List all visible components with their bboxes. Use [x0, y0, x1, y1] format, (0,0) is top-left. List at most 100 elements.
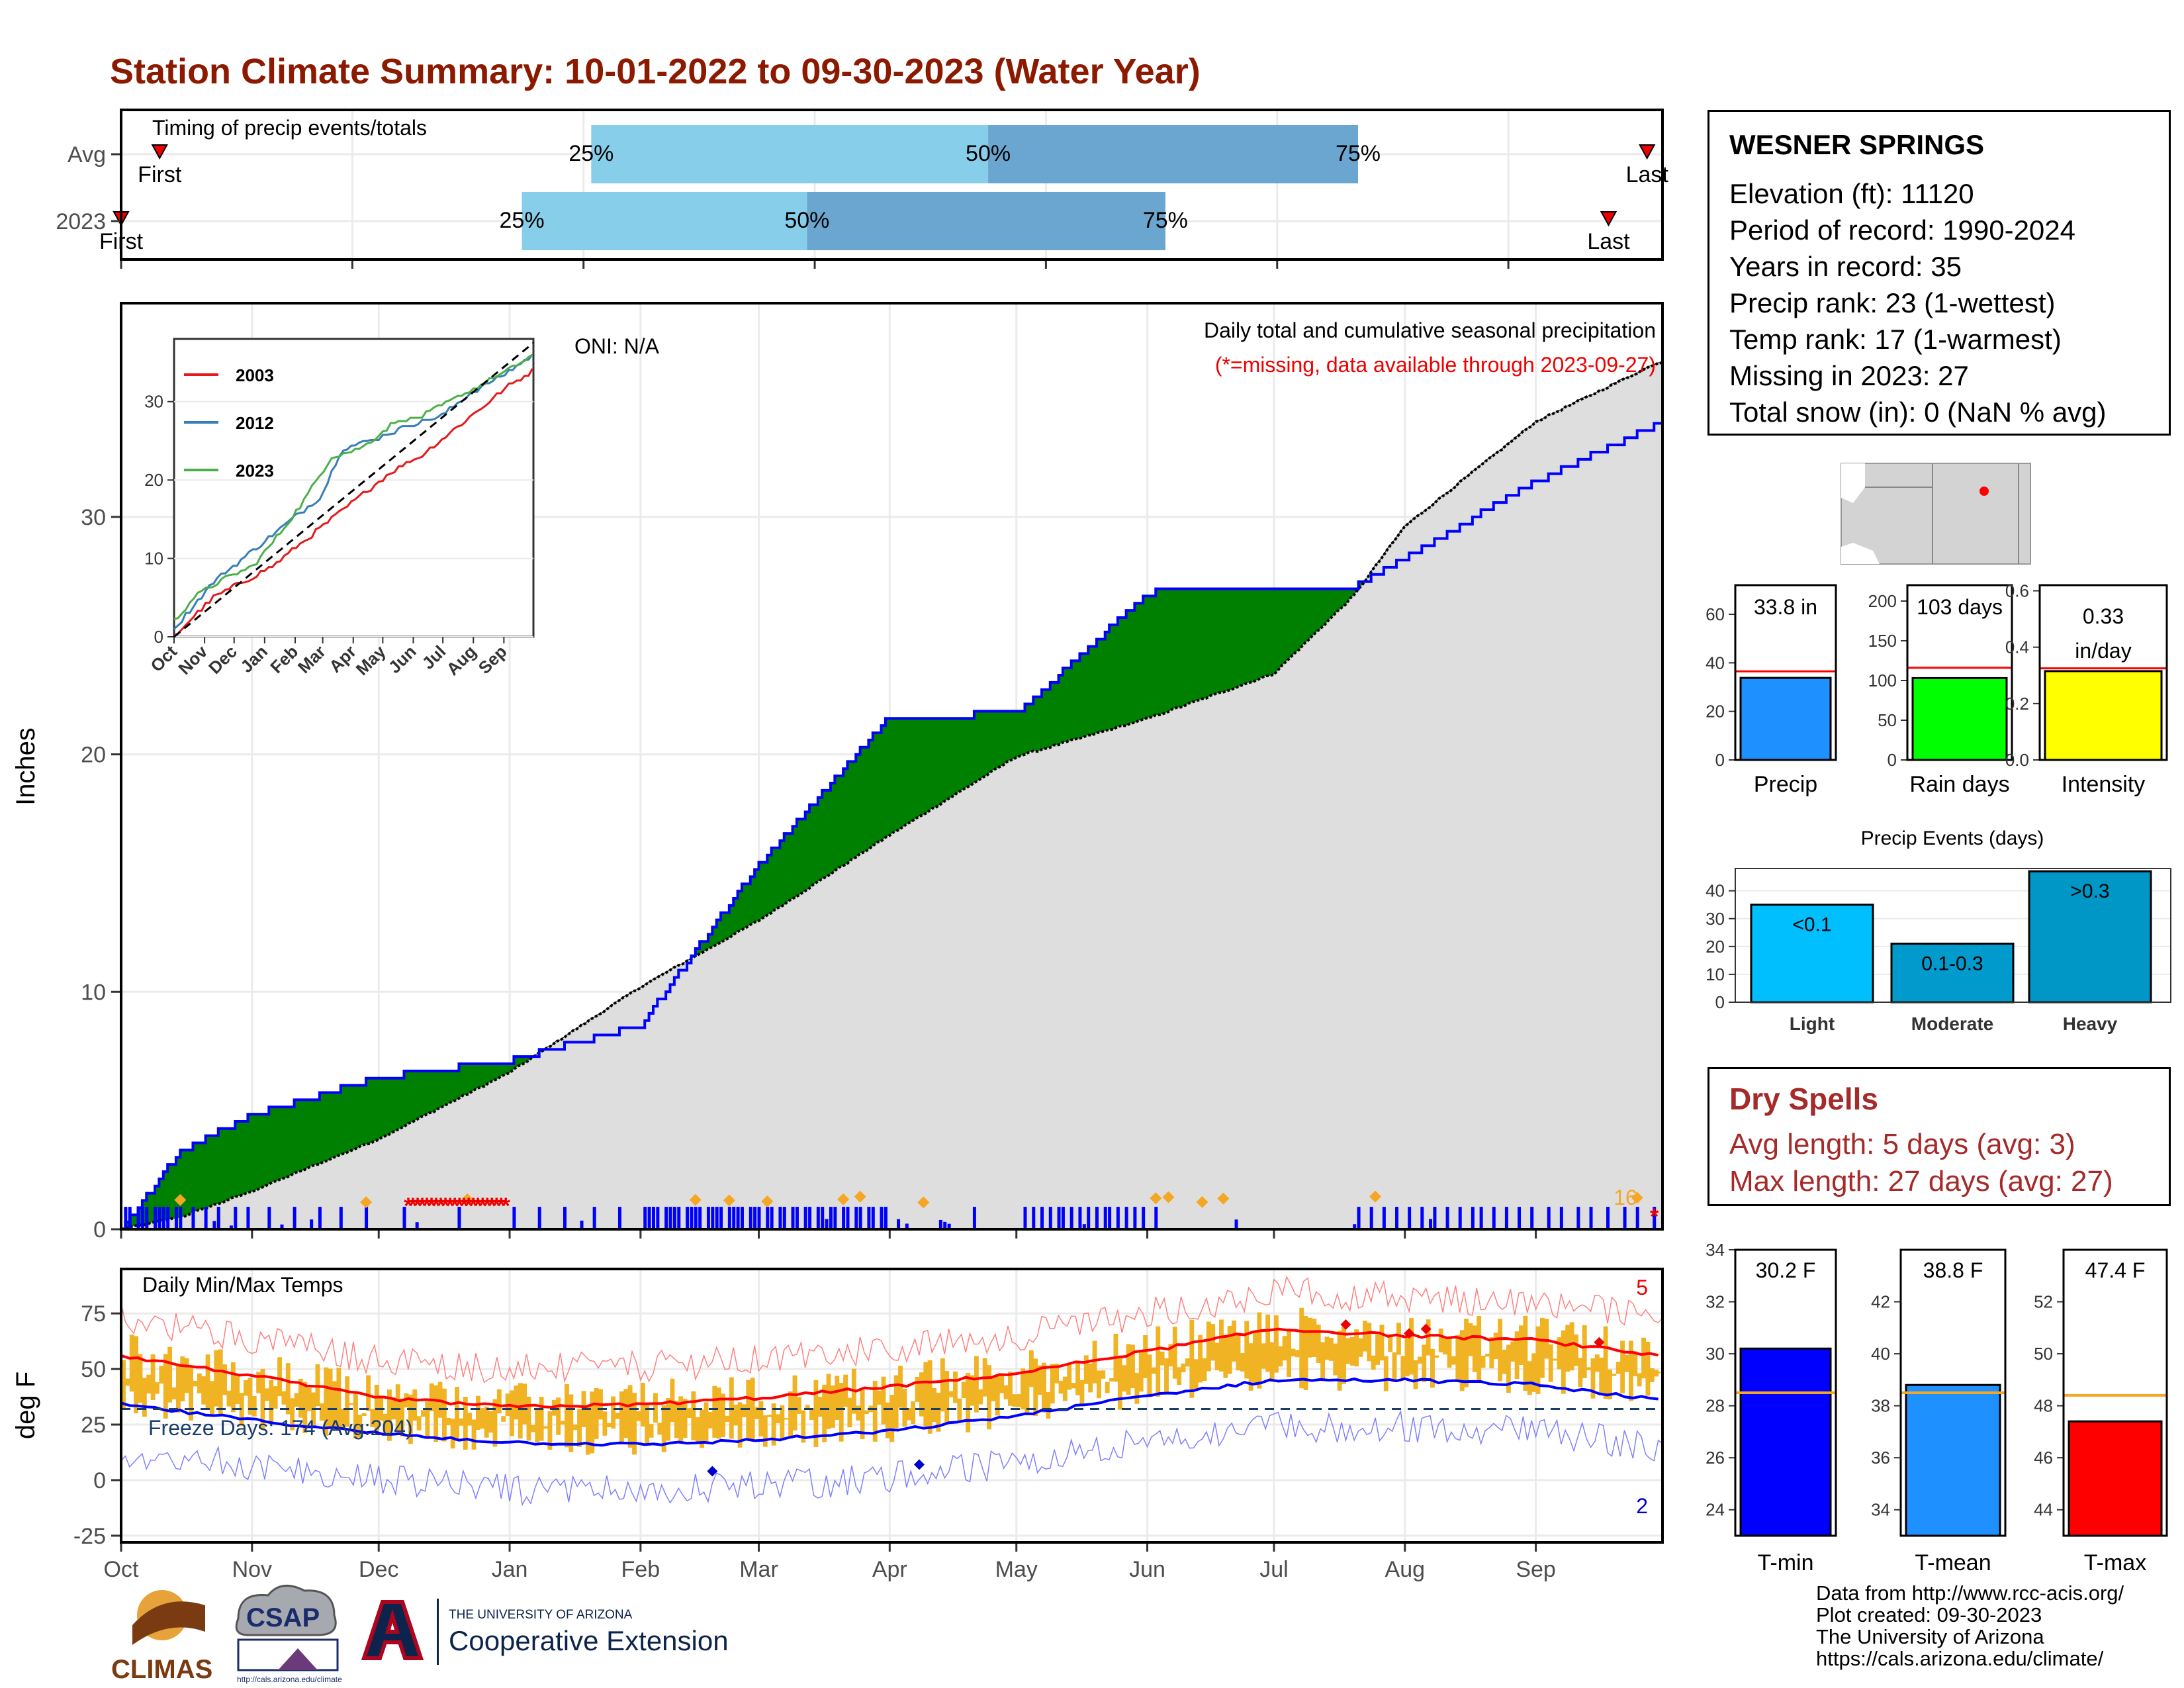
temp-daily-range-bar	[1417, 1356, 1422, 1364]
precip-daily-bar	[782, 1207, 786, 1229]
temp-daily-range-bar	[995, 1374, 1000, 1416]
csap-cloud-icon	[235, 1584, 337, 1636]
temp-daily-range-bar	[146, 1374, 152, 1394]
temp-daily-range-bar	[1409, 1318, 1414, 1375]
temp-daily-range-bar	[707, 1412, 713, 1429]
temp-daily-range-bar	[889, 1395, 895, 1442]
precip-daily-bar	[563, 1207, 567, 1229]
temp-daily-range-bar	[1079, 1380, 1085, 1404]
precip-event-category: Heavy	[2063, 1013, 2118, 1034]
temp-daily-range-bar	[530, 1425, 535, 1432]
temp-daily-range-bar	[1358, 1338, 1363, 1357]
precip-daily-bar	[1087, 1207, 1091, 1229]
temp-daily-range-bar	[1101, 1370, 1106, 1379]
timing-q25-label: 25%	[569, 141, 614, 166]
temp-daily-range-bar	[1096, 1370, 1101, 1399]
credits: Data from http://www.rcc-acis.org/ Plot …	[1816, 1582, 2124, 1669]
precip-daily-bar	[1518, 1207, 1522, 1229]
precip-daily-bar	[656, 1207, 660, 1229]
precip-daily-bar	[1623, 1207, 1627, 1229]
precip-daily-bar	[727, 1207, 731, 1229]
temp-daily-range-bar	[1177, 1367, 1182, 1385]
temp-daily-range-bar	[1362, 1321, 1367, 1352]
temp-daily-range-bar	[830, 1385, 835, 1428]
precip-daily-bar	[686, 1207, 690, 1229]
missing-marker: *	[413, 1194, 422, 1219]
temp-daily-range-bar	[936, 1393, 941, 1432]
temp-daily-range-bar	[805, 1405, 810, 1410]
events-y-tick-label: 20	[1706, 937, 1725, 957]
precip-daily-bar	[1530, 1207, 1534, 1229]
temp-daily-range-bar	[780, 1405, 785, 1440]
precip-daily-bar	[128, 1207, 132, 1229]
temp-daily-range-bar	[459, 1418, 464, 1426]
temp-daily-range-bar	[273, 1386, 278, 1409]
timing-q75-label: 75%	[1143, 208, 1188, 233]
precip-y-tick-label: 20	[81, 743, 106, 768]
precip-average-area	[121, 363, 1662, 1230]
temp-daily-range-bar	[919, 1372, 924, 1417]
temp-daily-range-bar	[1422, 1344, 1427, 1383]
credit-plot-date: Plot created: 09-30-2023	[1816, 1603, 2042, 1626]
temp-daily-range-bar	[264, 1388, 269, 1401]
temp-daily-range-bar	[277, 1357, 282, 1397]
temp-daily-range-bar	[1308, 1317, 1312, 1358]
timing-row-label: 2023	[56, 209, 106, 234]
precip-y-axis-title: Inches	[11, 727, 40, 806]
temp-daily-range-bar	[1565, 1325, 1570, 1372]
precip-daily-bar	[1547, 1207, 1551, 1229]
csap-logo-url: http://cals.arizona.edu/climate	[237, 1675, 342, 1684]
temp-daily-range-bar	[1586, 1367, 1592, 1370]
temp-daily-range-bar	[269, 1380, 274, 1425]
temp-daily-range-bar	[324, 1367, 329, 1436]
temp-record-high-marker	[1404, 1328, 1415, 1339]
temp-daily-range-bar	[248, 1378, 253, 1415]
precip-daily-bar	[136, 1207, 140, 1229]
temp-daily-range-bar	[1539, 1317, 1545, 1378]
temp-daily-range-bar	[209, 1381, 214, 1415]
temp-daily-range-bar	[1138, 1352, 1144, 1392]
temp-daily-range-bar	[1164, 1358, 1169, 1395]
temp-daily-range-bar	[450, 1419, 455, 1449]
temp-daily-range-bar	[585, 1406, 590, 1455]
precip-daily-bar	[1048, 1207, 1052, 1229]
temp-daily-range-bar	[1071, 1383, 1076, 1389]
precip-average-line	[120, 361, 1663, 1231]
missing-marker: *	[497, 1194, 506, 1219]
temp-daily-range-bar	[1172, 1327, 1177, 1379]
temp-daily-range-bar	[1337, 1331, 1342, 1391]
temp-daily-range-bar	[285, 1363, 291, 1415]
precip-daily-bar	[938, 1219, 942, 1229]
temp-daily-range-bar	[180, 1356, 185, 1402]
temp-record-high-line	[120, 1275, 1663, 1383]
missing-marker: *	[492, 1194, 502, 1219]
month-tick-label: Oct	[104, 1557, 139, 1582]
temp-daily-range-bar	[298, 1378, 303, 1418]
temp-daily-range-bar	[657, 1423, 662, 1435]
temp-daily-range-bar	[526, 1396, 531, 1441]
temp-daily-range-bar	[416, 1416, 422, 1430]
month-tick-label: Nov	[232, 1557, 272, 1582]
temp-daily-range-bar	[1312, 1319, 1317, 1357]
temp-daily-range-bar	[142, 1378, 147, 1417]
temp-panel-border	[120, 1268, 1664, 1544]
tbar-y-tick-label: 50	[2034, 1344, 2053, 1364]
events-y-tick-label: 0	[1715, 992, 1725, 1012]
temp-daily-range-bar	[623, 1389, 629, 1438]
temp-daily-range-bar	[809, 1409, 814, 1421]
temp-daily-range-bar	[1021, 1368, 1025, 1410]
timing-row-label: Avg	[68, 142, 106, 167]
precip-daily-bar	[719, 1207, 723, 1229]
precip-event-marker	[854, 1190, 866, 1203]
precip-daily-bar	[293, 1207, 296, 1229]
temp-daily-range-bar	[1654, 1370, 1659, 1377]
temp-daily-range-bar	[725, 1415, 730, 1423]
precip-daily-bar	[1433, 1207, 1437, 1229]
missing-marker: *	[465, 1194, 474, 1219]
temp-daily-range-bar	[1375, 1335, 1380, 1365]
temp-y-tick-label: 75	[81, 1301, 106, 1327]
temp-daily-range-bar	[670, 1378, 675, 1423]
temp-daily-range-bar	[514, 1385, 519, 1420]
temp-daily-range-bar	[999, 1376, 1005, 1393]
temp-daily-range-bar	[230, 1362, 236, 1413]
